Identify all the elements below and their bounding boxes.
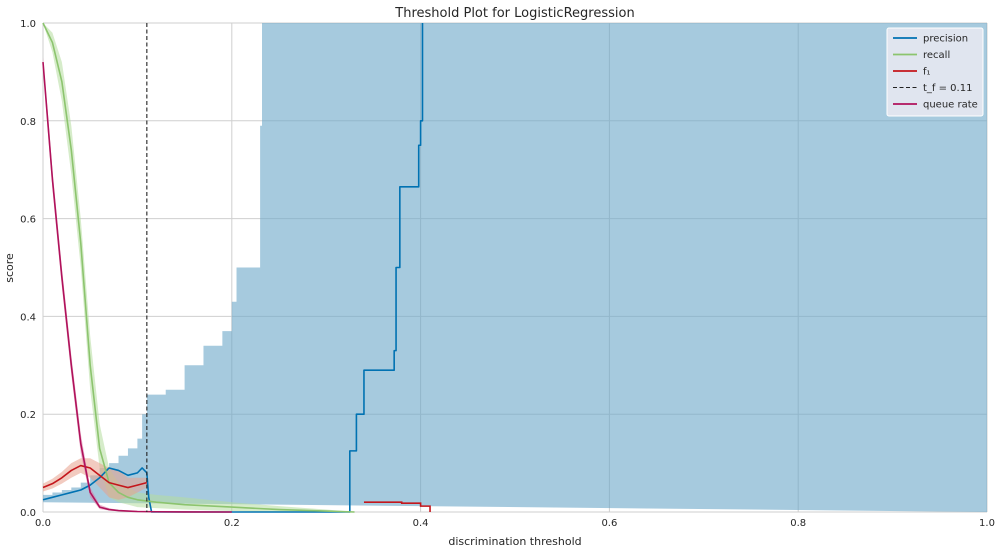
legend-label: precision <box>923 34 968 45</box>
y-tick-label: 0.8 <box>20 117 36 128</box>
y-axis-label: score <box>3 253 16 283</box>
y-tick-label: 0.2 <box>20 410 36 421</box>
x-tick-label: 0.8 <box>790 518 806 529</box>
y-tick-label: 0.4 <box>20 312 36 323</box>
legend-label: recall <box>923 50 950 61</box>
x-tick-label: 0.0 <box>35 518 51 529</box>
x-tick-label: 0.6 <box>601 518 617 529</box>
y-tick-label: 0.0 <box>20 508 36 519</box>
legend: precision recall f₁ t_f = 0.11 queue rate <box>887 28 983 116</box>
x-axis-label: discrimination threshold <box>448 535 581 548</box>
y-tick-label: 1.0 <box>20 19 36 30</box>
chart-title: Threshold Plot for LogisticRegression <box>394 6 634 21</box>
legend-label: queue rate <box>923 100 978 111</box>
x-tick-label: 0.4 <box>413 518 429 529</box>
x-tick-label: 0.2 <box>224 518 240 529</box>
y-tick-label: 0.6 <box>20 215 36 226</box>
legend-label: f₁ <box>923 67 931 78</box>
legend-label: t_f = 0.11 <box>923 83 972 94</box>
x-tick-label: 1.0 <box>979 518 995 529</box>
